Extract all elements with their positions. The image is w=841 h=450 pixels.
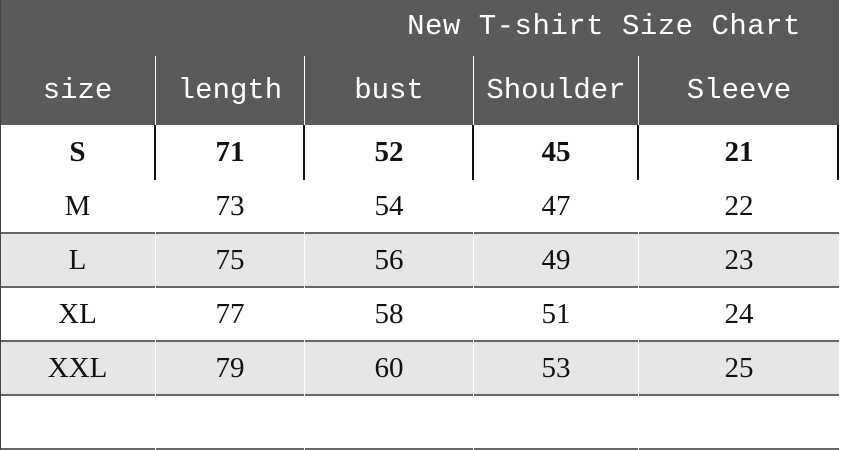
table-cell: 52: [374, 136, 404, 168]
table-cell: S: [69, 136, 86, 168]
table-cell: 79: [156, 342, 304, 396]
title-band: New T-shirt Size Chart: [0, 0, 839, 56]
column-header-bust: bust: [305, 56, 473, 125]
table-cell: 23: [639, 234, 839, 288]
table-cell: 47: [474, 180, 638, 234]
table-cell: [639, 396, 839, 450]
table-cell: 21: [724, 136, 754, 168]
column-header-shoulder: Shoulder: [474, 56, 638, 125]
table-cell: 24: [639, 288, 839, 342]
column-header-length: length: [156, 56, 304, 125]
column-divider: [472, 125, 474, 180]
table-cell: [305, 396, 473, 450]
column-header-sleeve: Sleeve: [639, 56, 839, 125]
table-cell: M: [0, 180, 155, 234]
table-cell: XL: [0, 288, 155, 342]
table-cell: XXL: [0, 342, 155, 396]
table-cell: 71: [215, 136, 245, 168]
table-cell: [0, 396, 155, 450]
column-divider: [637, 125, 639, 180]
table-cell: 49: [474, 234, 638, 288]
column-divider: [837, 125, 839, 180]
chart-title: New T-shirt Size Chart: [407, 10, 801, 43]
table-cell: 54: [305, 180, 473, 234]
table-cell: 56: [305, 234, 473, 288]
left-border: [0, 0, 1, 450]
table-cell: [156, 396, 304, 450]
table-cell: 58: [305, 288, 473, 342]
table-cell: L: [0, 234, 155, 288]
column-header-size: size: [0, 56, 155, 125]
table-cell: 53: [474, 342, 638, 396]
table-cell: 75: [156, 234, 304, 288]
table-cell: 73: [156, 180, 304, 234]
table-cell: 60: [305, 342, 473, 396]
table-cell: [474, 396, 638, 450]
column-divider: [154, 125, 156, 180]
table-cell: 45: [541, 136, 571, 168]
table-cell: 51: [474, 288, 638, 342]
table-cell: 77: [156, 288, 304, 342]
table-cell: 22: [639, 180, 839, 234]
column-divider: [303, 125, 305, 180]
table-cell: 25: [639, 342, 839, 396]
